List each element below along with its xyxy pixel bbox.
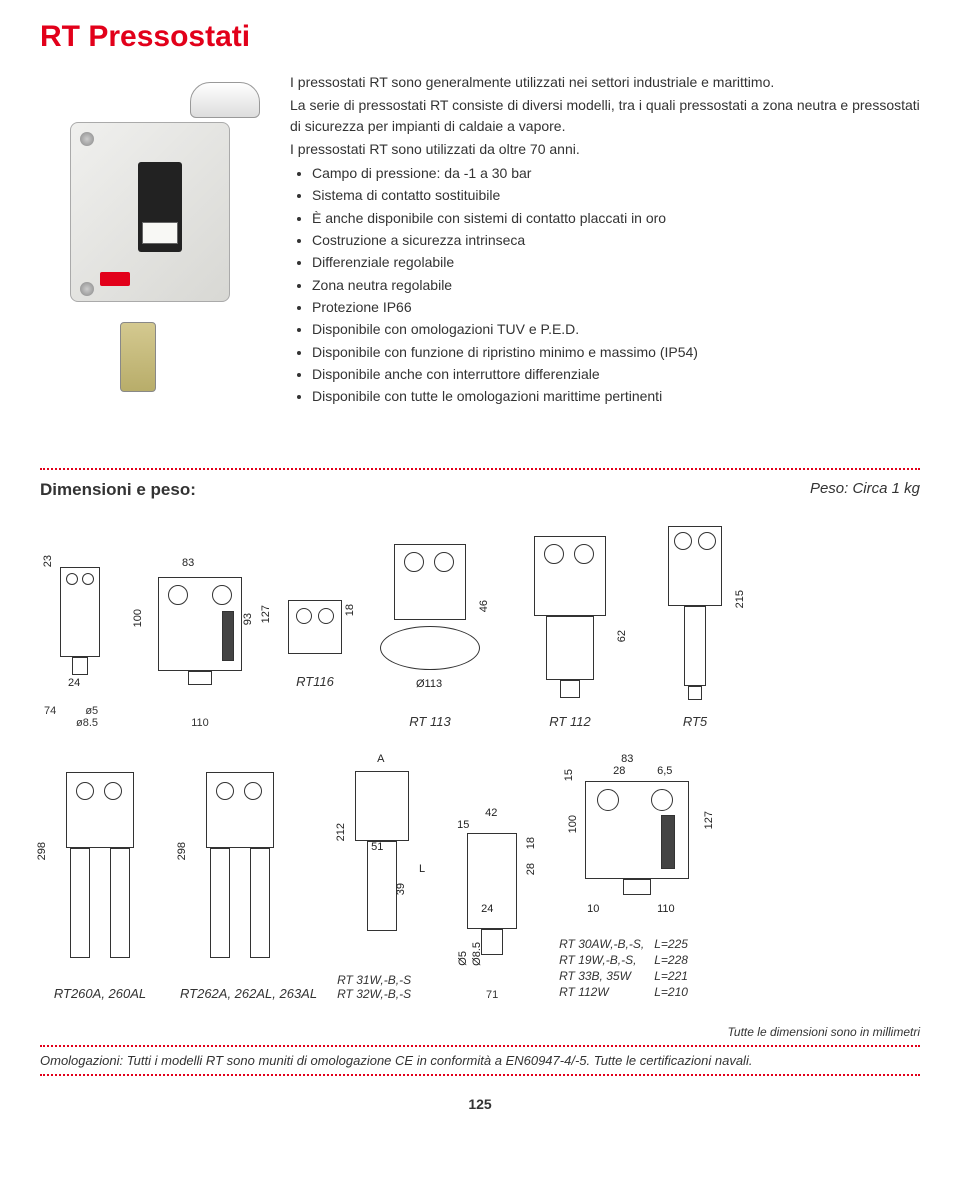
weight-label: Peso: Circa 1 kg [810,480,920,500]
dim-212: 212 [335,823,347,841]
dim-o5: ø5 [85,705,98,717]
dim-o113: Ø113 [416,678,442,690]
caption-rt113: RT 113 [370,714,490,729]
bullet: Disponibile anche con interruttore diffe… [312,364,920,384]
drawing-rt262a: 298 [180,762,300,982]
caption-rt260a: RT260A, 260AL [40,986,160,1001]
drawings-row-1: 23 24 74 ø5 ø8.5 83 100 93 127 110 [40,520,920,729]
lbl-L: L [419,863,425,875]
dim-298: 298 [36,842,48,860]
dim-15: 15 [457,819,469,831]
page-title: RT Pressostati [40,20,920,54]
dim-127b: 127 [703,811,715,829]
bullet: Sistema di contatto sostituibile [312,185,920,205]
dimensions-heading: Dimensioni e peso: [40,480,196,500]
dim-127: 127 [260,605,272,623]
dim-o5b: Ø5 [457,951,469,966]
dim-83b: 83 [621,753,633,765]
bullet: Protezione IP66 [312,297,920,317]
dim-65: 6,5 [657,765,672,777]
intro-p2: La serie di pressostati RT consiste di d… [290,95,920,136]
bullet: Campo di pressione: da -1 a 30 bar [312,163,920,183]
dim-o85: ø8.5 [76,717,98,729]
bullet: Costruzione a sicurezza intrinseca [312,230,920,250]
dim-24: 24 [68,677,80,689]
dim-23: 23 [42,555,54,567]
dimensions-header: Dimensioni e peso: Peso: Circa 1 kg [40,468,920,500]
dim-62: 62 [616,630,628,642]
dim-51: 51 [371,841,383,853]
vr1a: RT 19W,-B,-S, [559,953,644,967]
drawing-rt112: 62 [510,530,630,710]
dim-18: 18 [344,604,356,616]
bullet: Disponibile con tutte le omologazioni ma… [312,386,920,406]
dim-93: 93 [242,613,254,625]
bullet: È anche disponibile con sistemi di conta… [312,208,920,228]
dim-28b: 28 [525,863,537,875]
bullet: Disponibile con funzione di ripristino m… [312,342,920,362]
variant-left-0: RT 31W,-B,-S [337,973,427,987]
drawing-front2: 83 28 6,5 15 100 127 10 110 [557,755,717,915]
dim-100: 100 [132,609,144,627]
drawing-side2: 42 15 18 28 24 Ø5 Ø8.5 [447,809,537,969]
drawing-rt260a: 298 [40,762,160,982]
bullet: Differenziale regolabile [312,252,920,272]
intro-bullets: Campo di pressione: da -1 a 30 bar Siste… [290,163,920,406]
dim-215: 215 [734,590,746,608]
drawing-al: A 212 51 39 L [337,753,427,953]
vr0b: L=225 [646,937,688,951]
dim-110: 110 [191,717,209,729]
dim-298b: 298 [176,842,188,860]
drawing-rt5: 215 [650,520,740,710]
bullet: Zona neutra regolabile [312,275,920,295]
dim-15b: 15 [563,769,575,781]
intro-p3: I pressostati RT sono utilizzati da oltr… [290,139,920,159]
intro-p1: I pressostati RT sono generalmente utili… [290,72,920,92]
vr1b: L=228 [646,953,688,967]
dim-71: 71 [486,989,498,1001]
vr3a: RT 112W [559,985,644,999]
footnote-mm: Tutte le dimensioni sono in millimetri [40,1025,920,1039]
dim-o85b: Ø8.5 [471,942,483,966]
drawing-rt116: 18 [280,590,350,670]
vr2a: RT 33B, 35W [559,969,644,983]
dim-18b: 18 [525,837,537,849]
dim-74: 74 [44,705,56,717]
intro-text: I pressostati RT sono generalmente utili… [290,72,920,408]
intro-section: I pressostati RT sono generalmente utili… [40,72,920,408]
dim-46: 46 [478,600,490,612]
vr2b: L=221 [646,969,688,983]
vr3b: L=210 [646,985,688,999]
lbl-A: A [377,753,384,765]
caption-rt5: RT5 [650,714,740,729]
dim-83: 83 [182,557,194,569]
drawing-rt113: 46 Ø113 [370,538,490,688]
vr0a: RT 30AW,-B,-S, [559,937,644,951]
dim-28c: 28 [613,765,625,777]
dim-39: 39 [395,883,407,895]
caption-rt262a: RT262A, 262AL, 263AL [180,986,317,1001]
dim-10: 10 [587,903,599,915]
variant-left-1: RT 32W,-B,-S [337,987,427,1001]
page-number: 125 [40,1096,920,1112]
bullet: Disponibile con omologazioni TUV e P.E.D… [312,319,920,339]
dim-42: 42 [485,807,497,819]
caption-rt116: RT116 [280,674,350,689]
product-image [40,72,260,392]
drawings-row-2: 298 RT260A, 260AL 298 RT262A, 262AL, 263… [40,753,920,1001]
caption-rt112: RT 112 [510,714,630,729]
dim-110b: 110 [657,903,675,915]
dim-24b: 24 [481,903,493,915]
omolog-text: Omologazioni: Tutti i modelli RT sono mu… [40,1053,920,1068]
drawing-front: 83 100 93 127 [140,559,260,699]
drawing-side: 23 24 [40,547,120,687]
dim-100b: 100 [567,815,579,833]
